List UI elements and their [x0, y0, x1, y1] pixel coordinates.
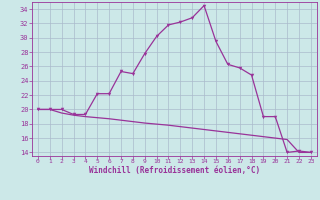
X-axis label: Windchill (Refroidissement éolien,°C): Windchill (Refroidissement éolien,°C) — [89, 166, 260, 175]
